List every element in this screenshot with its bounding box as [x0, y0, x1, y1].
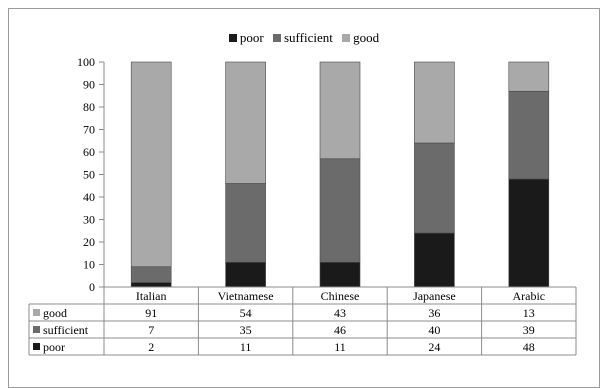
y-tick-label: 40 — [83, 190, 95, 204]
category-label-italian: Italian — [136, 289, 167, 303]
bar-good-italian — [130, 61, 172, 268]
table-cell-good-italian: 91 — [145, 306, 157, 320]
y-tick-label: 50 — [83, 168, 95, 182]
legend-swatch-good — [342, 34, 351, 42]
bar-poor-chinese — [319, 261, 361, 288]
table-swatch-good — [33, 309, 40, 316]
legend-label-poor: poor — [239, 30, 264, 45]
table-cell-poor-arabic: 48 — [523, 340, 535, 354]
table-cell-sufficient-chinese: 46 — [334, 323, 346, 337]
table-cell-poor-chinese: 11 — [334, 340, 346, 354]
y-tick-label: 70 — [83, 123, 95, 137]
table-cell-sufficient-japanese: 40 — [428, 323, 440, 337]
table-cell-sufficient-vietnamese: 35 — [240, 323, 252, 337]
y-tick-label: 10 — [83, 258, 95, 272]
chart-frame — [8, 8, 600, 388]
table-swatch-sufficient — [33, 326, 40, 333]
bar-good-vietnamese — [225, 61, 266, 184]
table-cell-poor-japanese: 24 — [428, 340, 440, 354]
y-tick-label: 90 — [83, 78, 95, 92]
bar-good-japanese — [414, 61, 455, 144]
table-cell-poor-italian: 2 — [148, 340, 154, 354]
legend-item-poor: poor — [228, 30, 264, 46]
legend: poor sufficient good — [0, 30, 608, 46]
legend-swatch-sufficient — [272, 34, 281, 42]
legend-swatch-poor — [228, 34, 237, 42]
y-tick-label: 20 — [83, 235, 95, 249]
table-cell-sufficient-italian: 7 — [148, 323, 154, 337]
table-row-label-poor: poor — [43, 340, 65, 354]
table-swatch-poor — [33, 343, 40, 350]
y-tick-label: 30 — [83, 213, 95, 227]
table-cell-good-japanese: 36 — [428, 306, 440, 320]
category-label-japanese: Japanese — [413, 289, 456, 303]
bar-sufficient-arabic — [508, 90, 550, 180]
stacked-bar-chart: 0 10 20 30 40 50 60 70 80 90 100 Italian Vietnamese C… — [28, 55, 577, 356]
table-cell-good-chinese: 43 — [334, 306, 346, 320]
table-cell-good-arabic: 13 — [523, 306, 535, 320]
bar-poor-italian — [130, 282, 172, 288]
category-label-vietnamese: Vietnamese — [218, 289, 274, 303]
category-label-arabic: Arabic — [512, 289, 545, 303]
bar-good-chinese — [319, 61, 361, 160]
bar-sufficient-chinese — [319, 158, 361, 263]
legend-item-sufficient: sufficient — [272, 30, 333, 46]
bar-sufficient-italian — [130, 266, 172, 283]
table-row-label-sufficient: sufficient — [43, 323, 89, 337]
legend-label-good: good — [353, 30, 380, 45]
y-tick-label: 60 — [83, 145, 95, 159]
y-tick-label: 80 — [83, 100, 95, 114]
table-cell-good-vietnamese: 54 — [240, 306, 252, 320]
y-tick-label: 100 — [77, 55, 95, 69]
bar-poor-arabic — [508, 178, 550, 288]
table-cell-sufficient-arabic: 39 — [523, 323, 535, 337]
category-label-chinese: Chinese — [321, 289, 360, 303]
y-tick-label: 0 — [89, 280, 95, 294]
bar-sufficient-japanese — [414, 142, 455, 234]
bar-poor-japanese — [414, 232, 455, 288]
table-cell-poor-vietnamese: 11 — [240, 340, 252, 354]
legend-label-sufficient: sufficient — [283, 30, 333, 45]
legend-item-good: good — [342, 30, 379, 46]
bar-good-arabic — [508, 61, 550, 92]
bar-poor-vietnamese — [225, 261, 266, 288]
table-row-label-good: good — [43, 306, 67, 320]
bar-sufficient-vietnamese — [225, 183, 266, 263]
